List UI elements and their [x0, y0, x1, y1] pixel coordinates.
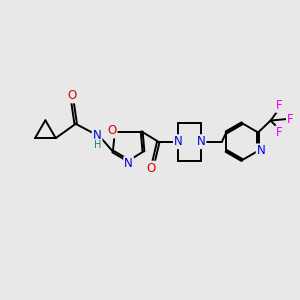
Text: H: H [94, 140, 101, 150]
Text: N: N [174, 135, 183, 148]
Text: N: N [197, 135, 206, 148]
Text: O: O [147, 162, 156, 175]
Text: F: F [276, 126, 283, 139]
Text: N: N [124, 157, 133, 170]
Text: N: N [257, 144, 266, 158]
Text: F: F [276, 99, 283, 112]
Text: O: O [68, 89, 77, 102]
Text: F: F [287, 112, 293, 126]
Text: O: O [107, 124, 117, 137]
Text: N: N [93, 129, 101, 142]
